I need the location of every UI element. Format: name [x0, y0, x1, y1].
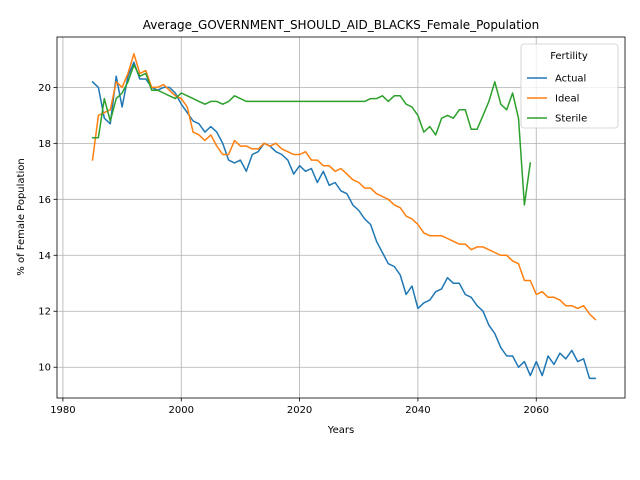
axis-ticks: 1980 2000 2020 2040 2060 10 12 14 16 18 20	[38, 83, 549, 416]
legend-label-actual: Actual	[555, 74, 586, 85]
y-tick-label: 16	[38, 195, 51, 206]
y-tick-label: 18	[38, 139, 51, 150]
x-axis-label: Years	[327, 425, 354, 436]
y-tick-label: 12	[38, 307, 51, 318]
series-line-ideal	[91, 53, 597, 321]
x-tick-label: 2060	[524, 405, 549, 416]
plot-frame	[56, 36, 626, 399]
legend-title: Fertility	[550, 51, 588, 62]
series-lines	[91, 53, 597, 380]
x-tick-label: 2040	[405, 405, 430, 416]
series-line-sterile	[91, 64, 532, 206]
y-tick-label: 20	[38, 83, 51, 94]
y-tick-label: 14	[38, 251, 51, 262]
chart-title: Average_GOVERNMENT_SHOULD_AID_BLACKS_Fem…	[143, 18, 539, 32]
x-tick-label: 1980	[50, 405, 75, 416]
x-tick-label: 2020	[287, 405, 312, 416]
legend-box	[520, 43, 619, 129]
legend-label-ideal: Ideal	[555, 94, 579, 105]
y-axis-label: % of Female Population	[16, 158, 27, 275]
x-tick-label: 2000	[169, 405, 194, 416]
series-line-actual	[91, 61, 597, 380]
legend: Fertility Actual Ideal Sterile	[520, 43, 619, 129]
legend-label-sterile: Sterile	[555, 114, 587, 125]
legend-entries: Actual Ideal Sterile	[527, 74, 587, 125]
y-tick-label: 10	[38, 363, 51, 374]
